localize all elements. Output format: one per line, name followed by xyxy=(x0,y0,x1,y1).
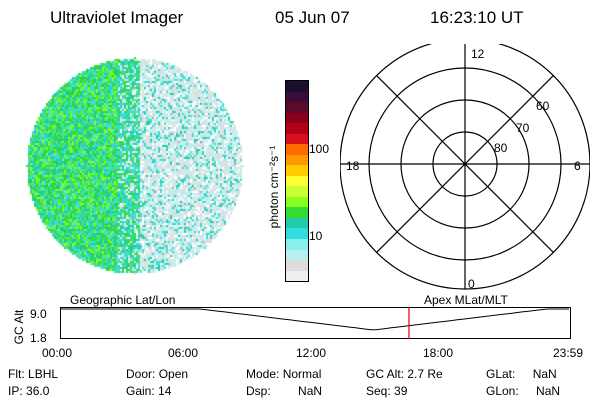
colorbar-segment xyxy=(286,186,308,197)
colorbar-segment xyxy=(286,123,308,134)
mlt-label-12: 12 xyxy=(471,47,485,61)
colorbar-segment xyxy=(286,196,308,208)
orbit-altitude-plot xyxy=(60,307,571,339)
colorbar-tick-10: 10 xyxy=(309,229,323,243)
colorbar-segment xyxy=(286,133,308,145)
info-seq: Seq: 39 xyxy=(366,384,408,398)
mlt-label-18: 18 xyxy=(346,159,360,173)
colorbar-segment xyxy=(286,102,308,113)
info-door: Door: Open xyxy=(126,367,189,381)
colorbar-segment xyxy=(286,175,308,187)
colorbar-segment xyxy=(286,91,308,103)
header-date: 05 Jun 07 xyxy=(275,8,350,27)
colorbar-segment xyxy=(286,81,308,92)
colorbar-segment xyxy=(286,238,308,250)
info-mode: Mode: Normal xyxy=(246,367,322,381)
orbit-x-tick-1200: 12:00 xyxy=(296,346,327,360)
info-ip: IP: 36.0 xyxy=(8,384,50,398)
lat-label-80: 80 xyxy=(494,141,508,155)
instrument-title: Ultraviolet Imager xyxy=(50,8,184,27)
colorbar-segment xyxy=(286,228,308,239)
orbit-y-axis-label: GC Alt xyxy=(12,309,26,345)
orbit-plot-frame xyxy=(60,307,571,339)
colorbar-segment xyxy=(286,154,308,166)
polar-mlt-plot: 12 18 6 0 60 70 80 xyxy=(340,44,590,291)
orbit-x-tick-0600: 06:00 xyxy=(168,346,199,360)
header-time: 16:23:10 UT xyxy=(430,8,524,27)
colorbar-segment xyxy=(286,165,308,176)
info-gc-alt: GC Alt: 2.7 Re xyxy=(366,367,443,381)
orbit-x-tick-2359: 23:59 xyxy=(553,346,584,360)
info-gain: Gain: 14 xyxy=(126,384,172,398)
colorbar-segment xyxy=(286,217,308,229)
lat-label-70: 70 xyxy=(516,121,530,135)
orbit-x-tick-1800: 18:00 xyxy=(423,346,454,360)
uv-image-disc xyxy=(24,55,244,275)
color-scale-bar xyxy=(285,80,309,282)
polar-diagonal-2 xyxy=(376,75,554,253)
colorbar-segment xyxy=(286,270,308,282)
colorbar-unit-label: photon cm⁻²s⁻¹ xyxy=(267,145,281,229)
colorbar-segment xyxy=(286,144,308,155)
info-glat: GLat: NaN xyxy=(486,367,557,381)
orbit-x-tick-0000: 00:00 xyxy=(42,346,73,360)
colorbar-segment xyxy=(286,207,308,218)
orbit-geographic-label: Geographic Lat/Lon xyxy=(70,293,176,307)
orbit-y-tick-max: 9.0 xyxy=(30,307,47,321)
orbit-y-tick-min: 1.8 xyxy=(30,331,47,345)
info-dsp: Dsp: NaN xyxy=(246,384,323,398)
colorbar-segment xyxy=(286,260,308,271)
orbit-apex-label: Apex MLat/MLT xyxy=(424,293,508,307)
lat-label-60: 60 xyxy=(536,99,550,113)
colorbar-segment xyxy=(286,249,308,261)
orbit-altitude-curve xyxy=(61,308,569,331)
colorbar-segment xyxy=(286,112,308,124)
mlt-label-0: 0 xyxy=(468,277,475,291)
colorbar-tick-100: 100 xyxy=(309,142,330,156)
info-glon: GLon: NaN xyxy=(486,384,561,398)
info-flt: Flt: LBHL xyxy=(8,367,59,381)
mlt-label-6: 6 xyxy=(574,159,581,173)
